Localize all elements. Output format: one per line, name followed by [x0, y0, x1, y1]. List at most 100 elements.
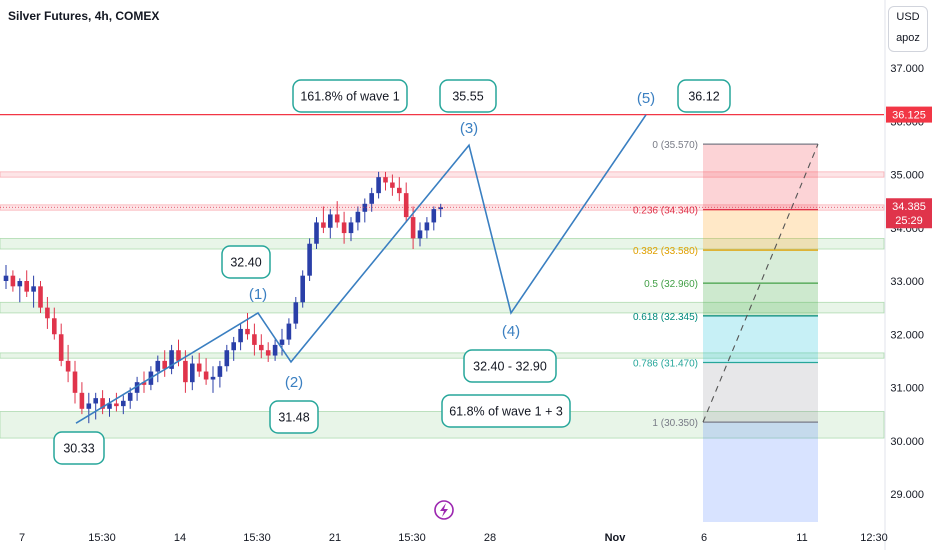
lines-layer	[0, 113, 884, 208]
candle-body	[17, 281, 23, 287]
fibonacci-layer: 0 (35.570) 0.236 (34.340) 0.382 (33.580) 0.…	[633, 140, 819, 522]
fib-level-label: 0.618 (32.345)	[633, 312, 698, 323]
currency-selector[interactable]: USD apoz	[888, 6, 928, 52]
annotation-text: 32.40	[230, 256, 261, 270]
candle-body	[183, 360, 188, 383]
x-tick-label: 21	[329, 532, 341, 544]
candles-layer	[3, 171, 443, 424]
elliott-wave-path	[75, 114, 647, 424]
candle-body	[45, 307, 50, 319]
annotation-box	[463, 349, 557, 383]
candle	[265, 342, 271, 362]
candle-body	[134, 382, 140, 393]
annotation-wave4-range[interactable]: 32.40 - 32.90	[463, 349, 557, 383]
annotation-wave4-note[interactable]: 61.8% of wave 1 + 3	[441, 394, 571, 428]
annotation-box	[269, 400, 319, 434]
zones-layer	[0, 171, 885, 439]
zone-band	[0, 237, 885, 250]
candle	[79, 382, 85, 415]
candle-body	[286, 323, 292, 340]
candle-body	[403, 193, 409, 218]
candle-body	[224, 350, 230, 367]
candle-body	[65, 360, 71, 372]
candle	[252, 323, 257, 356]
fib-band	[703, 315, 818, 363]
x-tick-label: 15:30	[88, 532, 116, 544]
y-tick-label: 35.000	[890, 170, 924, 182]
wave-label: (2)	[285, 374, 303, 391]
annotation-wave5-price[interactable]: 36.12	[677, 79, 731, 113]
candle	[196, 352, 202, 377]
annotation-wave1-price[interactable]: 32.40	[221, 245, 271, 279]
candle	[107, 398, 112, 417]
x-tick-label: 28	[484, 532, 496, 544]
candle	[3, 265, 9, 289]
fib-band	[703, 283, 818, 316]
candle-body	[31, 286, 36, 292]
candle	[272, 339, 278, 361]
candle	[376, 171, 381, 199]
annotation-wave2-price[interactable]: 31.48	[269, 400, 319, 434]
x-tick-label: 15:30	[398, 532, 426, 544]
x-tick-label: 7	[19, 532, 25, 544]
candle-body	[362, 203, 368, 212]
candle	[203, 358, 209, 385]
candle-body	[259, 344, 264, 351]
candle	[438, 203, 443, 218]
candle-body	[176, 350, 181, 361]
candle	[58, 323, 64, 367]
annotation-wave3-price[interactable]: 35.55	[439, 79, 497, 113]
candle-body	[314, 222, 319, 244]
candle-body	[417, 230, 423, 239]
candle	[31, 275, 36, 308]
candle	[417, 222, 423, 247]
candle	[321, 206, 326, 234]
annotation-wave1-target[interactable]: 161.8% of wave 1	[292, 79, 408, 113]
y-tick-label: 37.000	[890, 63, 924, 75]
candle	[155, 355, 161, 383]
candle-body	[355, 211, 361, 223]
wave-layer: (1) (2) (3) (4) (5)	[75, 90, 655, 424]
annotation-box	[441, 394, 571, 428]
annotation-start-price[interactable]: 30.33	[53, 431, 105, 465]
fib-level-label: 0 (35.570)	[652, 140, 698, 151]
candle-body	[155, 360, 161, 372]
candle-body	[265, 350, 271, 356]
candle-body	[410, 217, 416, 239]
candle	[24, 270, 29, 297]
candle-body	[38, 286, 43, 308]
user-label: apoz	[896, 32, 920, 44]
candle-body	[24, 281, 29, 292]
fib-band	[703, 209, 818, 251]
candle-body	[307, 243, 312, 276]
candle-body	[238, 328, 243, 343]
candle-body	[300, 275, 305, 303]
wave-label: (3)	[460, 120, 478, 137]
candle-body	[231, 342, 236, 351]
fib-band	[703, 250, 818, 284]
x-tick-label: 14	[174, 532, 186, 544]
annotation-box	[53, 431, 105, 465]
candle-body	[86, 403, 92, 409]
y-tick-label: 30.000	[890, 436, 924, 448]
lightning-icon[interactable]	[434, 500, 454, 520]
candle-body	[169, 350, 174, 369]
candle	[424, 217, 430, 239]
candle	[224, 344, 230, 372]
fib-extension-band	[703, 422, 818, 522]
candle	[293, 296, 299, 329]
candle-body	[58, 334, 64, 361]
candle	[231, 336, 236, 361]
candle	[245, 312, 250, 340]
resistance-price-tag	[886, 106, 932, 123]
x-axis: 7 15:30 14 15:30 21 15:30 28 Nov 6 11 12:30	[19, 532, 888, 544]
candle	[162, 350, 167, 377]
candle-body	[203, 371, 209, 380]
annotation-text: 36.12	[688, 90, 719, 104]
fib-level-label: 0.786 (31.470)	[633, 358, 698, 369]
candle	[217, 360, 223, 388]
zone-band	[0, 352, 885, 359]
candle-body	[431, 209, 437, 223]
annotation-text: 31.48	[278, 411, 309, 425]
